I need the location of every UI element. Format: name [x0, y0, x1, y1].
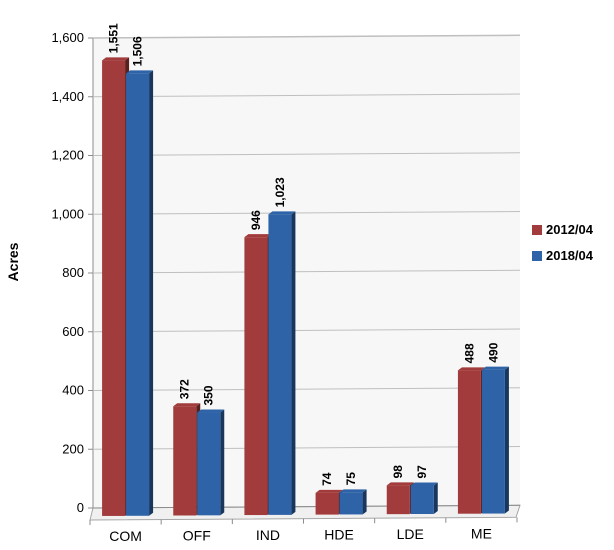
bar-off-1: [173, 406, 197, 516]
gridline: [92, 34, 521, 39]
y-tick-label: 200: [62, 441, 84, 456]
bar-top: [173, 403, 201, 407]
bar-side: [504, 366, 509, 514]
gridline: [92, 387, 521, 391]
bar-top: [457, 367, 485, 371]
y-tick-label: 600: [62, 324, 84, 339]
y-axis-ticks: 0 200 400 600 800 1,000 1,200 1,400 1,600: [51, 30, 84, 515]
y-tick-label: 1,600: [51, 30, 84, 45]
x-axis-categories: COM OFF IND HDE LDE ME: [109, 526, 492, 544]
data-label: 1,023: [273, 177, 287, 207]
bar-com-1: [102, 60, 126, 516]
bar-top: [315, 489, 343, 493]
gridline: [92, 269, 521, 274]
data-label: 946: [249, 210, 263, 230]
y-tick-label: 400: [62, 383, 84, 398]
legend-swatch: [532, 225, 542, 235]
bar-hde-2: [339, 492, 363, 515]
gridline: [92, 504, 521, 509]
y-tick-label: 1,200: [51, 148, 84, 163]
y-tick-label: 0: [77, 500, 84, 515]
bar-top: [386, 482, 414, 486]
data-label: 488: [462, 343, 476, 363]
y-tick-label: 1,000: [51, 206, 84, 221]
gridlines: [88, 34, 521, 526]
bar-ind-1: [244, 237, 268, 516]
bar-top: [244, 234, 272, 238]
data-label: 1,551: [107, 23, 121, 53]
bar-side: [220, 409, 225, 516]
bar-side: [362, 489, 367, 515]
bar-side: [433, 482, 438, 514]
bar-top: [410, 482, 438, 486]
x-category-label: ME: [471, 526, 492, 542]
data-label: 98: [391, 465, 405, 479]
bar-hde-1: [315, 492, 339, 515]
data-label: 490: [486, 342, 500, 362]
data-label: 372: [178, 379, 192, 399]
data-labels: 1,551 1,506 372 350 946 1,023 74 75 98 97 488 490: [107, 23, 501, 486]
bar-me-1: [457, 370, 481, 514]
bar-lde-1: [386, 485, 410, 515]
y-axis-label: Acres: [5, 242, 21, 281]
gridline: [92, 328, 521, 333]
legend-swatch: [532, 251, 542, 261]
gridline: [92, 211, 521, 215]
data-label: 97: [415, 465, 429, 479]
bar-top: [268, 211, 296, 215]
bar-side: [291, 211, 296, 515]
bar-me-2: [481, 369, 505, 514]
bar-off-2: [197, 412, 221, 516]
bar-lde-2: [410, 485, 434, 514]
bars: [102, 57, 509, 516]
bar-top: [126, 70, 154, 74]
bar-top: [197, 409, 225, 413]
gridline: [92, 93, 521, 98]
legend-label: 2018/04: [546, 248, 594, 263]
legend: 2012/04 2018/04: [532, 222, 594, 263]
bar-side: [149, 70, 154, 516]
gridline: [92, 152, 521, 156]
y-tick-label: 800: [62, 265, 84, 280]
data-label: 74: [320, 472, 334, 486]
x-category-label: OFF: [183, 527, 211, 543]
bar-top: [102, 57, 130, 61]
x-category-label: COM: [109, 528, 142, 544]
x-category-label: HDE: [324, 526, 354, 542]
bar-top: [339, 489, 367, 493]
bar-ind-2: [268, 214, 292, 515]
data-label: 350: [202, 385, 216, 405]
legend-label: 2012/04: [546, 222, 594, 237]
data-label: 1,506: [131, 36, 145, 66]
bar-com-2: [126, 73, 150, 516]
x-category-label: LDE: [397, 526, 424, 542]
data-label: 75: [344, 472, 358, 486]
gridline: [92, 446, 521, 450]
x-category-label: IND: [256, 527, 280, 543]
bar-top: [481, 366, 509, 370]
y-tick-label: 1,400: [51, 89, 84, 104]
